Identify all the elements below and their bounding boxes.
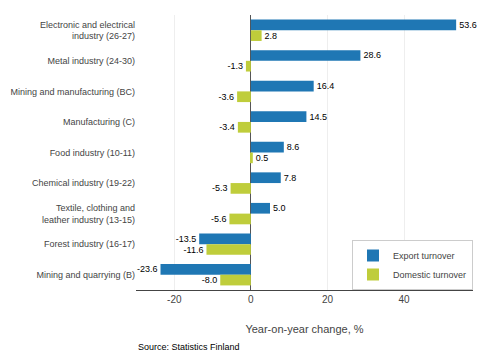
- svg-text:Electronic and electricalindus: Electronic and electricalindustry (26-27…: [40, 20, 135, 42]
- svg-text:8.6: 8.6: [287, 142, 300, 152]
- svg-text:Chemical industry (19-22): Chemical industry (19-22): [32, 178, 135, 188]
- svg-text:Manufacturing (C): Manufacturing (C): [63, 117, 135, 127]
- svg-text:53.6: 53.6: [459, 20, 477, 30]
- svg-text:Source: Statistics Finland: Source: Statistics Finland: [138, 342, 240, 352]
- svg-text:Textile, clothing andleather i: Textile, clothing andleather industry (1…: [42, 203, 135, 225]
- svg-text:-5.6: -5.6: [211, 214, 227, 224]
- svg-text:Forest industry (16-17): Forest industry (16-17): [44, 239, 135, 249]
- svg-text:-11.6: -11.6: [184, 245, 204, 255]
- svg-text:40: 40: [399, 294, 411, 305]
- svg-text:-3.6: -3.6: [219, 92, 235, 102]
- svg-text:2.8: 2.8: [265, 31, 278, 41]
- svg-text:28.6: 28.6: [363, 50, 381, 60]
- svg-text:Mining and quarrying (B): Mining and quarrying (B): [36, 270, 135, 280]
- svg-text:Year-on-year change, %: Year-on-year change, %: [245, 323, 363, 335]
- svg-text:-1.3: -1.3: [227, 61, 243, 71]
- svg-text:Food industry (10-11): Food industry (10-11): [50, 148, 135, 158]
- svg-text:14.5: 14.5: [309, 112, 327, 122]
- svg-text:5.0: 5.0: [273, 203, 286, 213]
- svg-text:Export turnover: Export turnover: [393, 251, 455, 261]
- svg-text:-5.3: -5.3: [212, 183, 228, 193]
- svg-text:-23.6: -23.6: [137, 264, 158, 274]
- svg-text:Mining and manufacturing (BC): Mining and manufacturing (BC): [10, 87, 135, 97]
- svg-text:16.4: 16.4: [317, 81, 335, 91]
- svg-text:20: 20: [322, 294, 334, 305]
- svg-text:-3.4: -3.4: [219, 122, 235, 132]
- svg-text:0.5: 0.5: [256, 153, 269, 163]
- svg-text:-20: -20: [167, 294, 182, 305]
- svg-text:7.8: 7.8: [284, 173, 297, 183]
- svg-text:-8.0: -8.0: [202, 275, 218, 285]
- svg-text:Domestic turnover: Domestic turnover: [393, 270, 466, 280]
- svg-text:0: 0: [248, 294, 254, 305]
- svg-text:-13.5: -13.5: [176, 234, 197, 244]
- svg-text:Metal industry (24-30): Metal industry (24-30): [47, 56, 135, 66]
